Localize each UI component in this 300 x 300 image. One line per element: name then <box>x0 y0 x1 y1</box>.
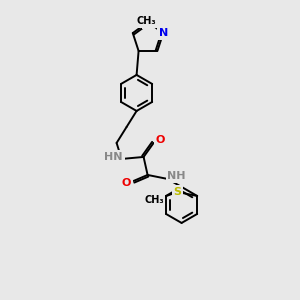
Text: CH₃: CH₃ <box>136 16 156 26</box>
Text: N: N <box>143 17 153 27</box>
Text: O: O <box>156 135 165 145</box>
Text: CH₃: CH₃ <box>144 195 164 205</box>
Text: NH: NH <box>167 171 186 181</box>
Text: HN: HN <box>104 152 123 162</box>
Text: S: S <box>173 187 181 197</box>
Text: N: N <box>159 28 168 38</box>
Text: O: O <box>122 178 131 188</box>
